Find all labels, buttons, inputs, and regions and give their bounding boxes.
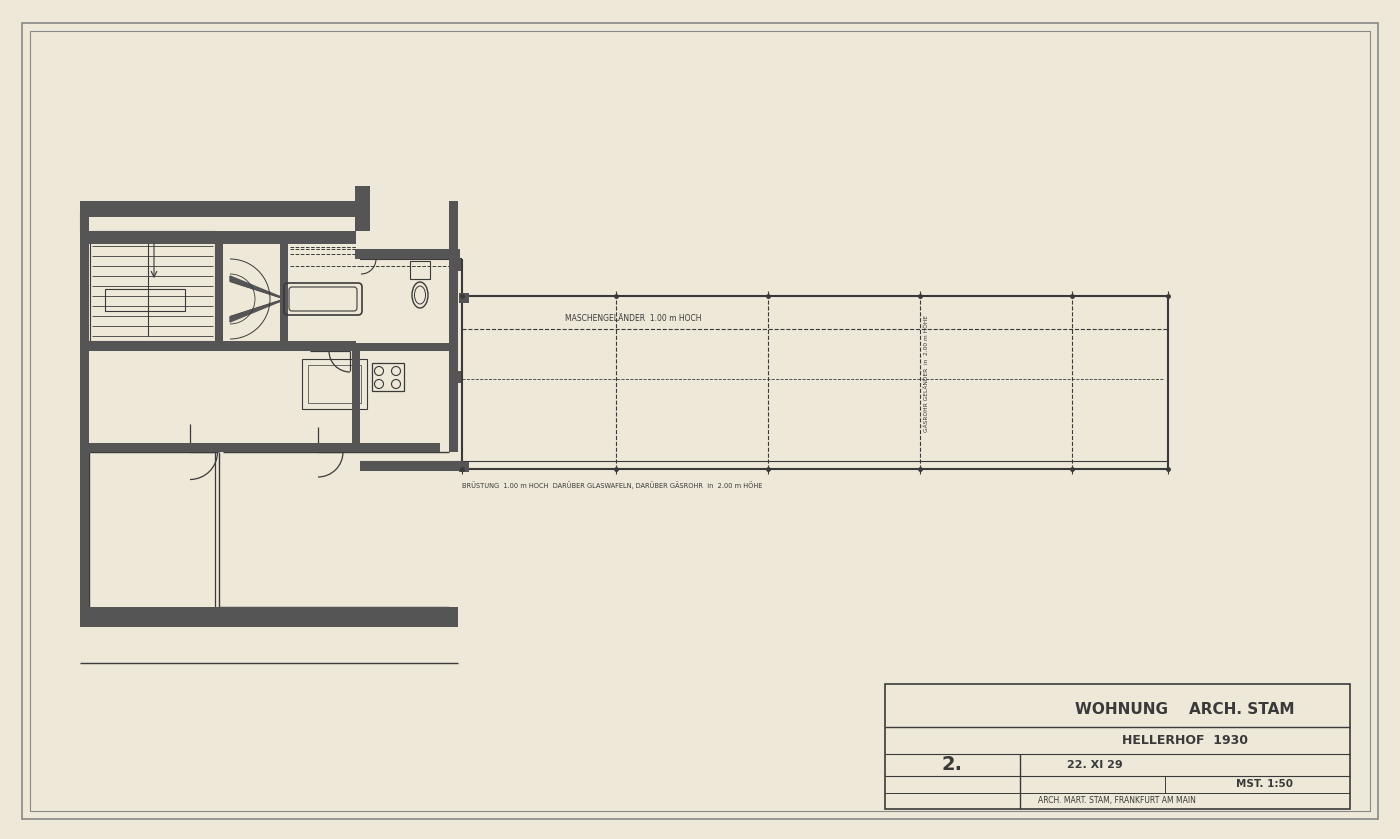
Bar bbox=[80, 443, 440, 452]
Bar bbox=[80, 341, 356, 351]
Text: 22. XI 29: 22. XI 29 bbox=[1067, 760, 1123, 770]
Bar bbox=[280, 244, 288, 351]
Bar bbox=[216, 244, 223, 351]
Text: GÄSROHR GELÄNDER  in  2.00 m HÖHE: GÄSROHR GELÄNDER in 2.00 m HÖHE bbox=[924, 315, 930, 432]
Bar bbox=[80, 231, 356, 244]
Text: MST. 1:50: MST. 1:50 bbox=[1236, 779, 1294, 789]
Bar bbox=[302, 359, 367, 409]
Bar bbox=[356, 249, 461, 259]
Bar bbox=[459, 462, 469, 472]
Polygon shape bbox=[230, 276, 286, 299]
Bar bbox=[356, 186, 370, 231]
Bar bbox=[449, 371, 461, 383]
Bar bbox=[449, 259, 461, 271]
Bar bbox=[351, 351, 360, 452]
Bar bbox=[459, 293, 469, 303]
Bar bbox=[280, 231, 288, 259]
Text: 2.: 2. bbox=[941, 755, 963, 774]
Bar bbox=[885, 684, 1350, 809]
Bar bbox=[105, 289, 185, 311]
Bar bbox=[90, 231, 216, 341]
Bar bbox=[80, 201, 356, 217]
Bar bbox=[410, 261, 430, 279]
Bar bbox=[80, 607, 458, 617]
Bar bbox=[372, 363, 405, 391]
Text: WOHNUNG    ARCH. STAM: WOHNUNG ARCH. STAM bbox=[1075, 701, 1295, 717]
Polygon shape bbox=[230, 299, 286, 322]
Text: HELLERHOF  1930: HELLERHOF 1930 bbox=[1121, 733, 1247, 747]
Text: BRÜSTUNG  1.00 m HOCH  DARÜBER GLASWAFELN, DARÜBER GÄSROHR  in  2.00 m HÖHE: BRÜSTUNG 1.00 m HOCH DARÜBER GLASWAFELN,… bbox=[462, 481, 763, 489]
Text: MASCHENGELÄNDER  1.00 m HOCH: MASCHENGELÄNDER 1.00 m HOCH bbox=[566, 314, 701, 323]
Bar bbox=[80, 617, 458, 627]
Text: ARCH. MART. STAM, FRANKFURT AM MAIN: ARCH. MART. STAM, FRANKFURT AM MAIN bbox=[1037, 795, 1196, 805]
Bar bbox=[280, 343, 449, 351]
Bar bbox=[80, 201, 90, 617]
Bar bbox=[449, 201, 458, 452]
Bar bbox=[308, 365, 361, 403]
Bar bbox=[360, 461, 463, 471]
Bar bbox=[80, 201, 356, 217]
